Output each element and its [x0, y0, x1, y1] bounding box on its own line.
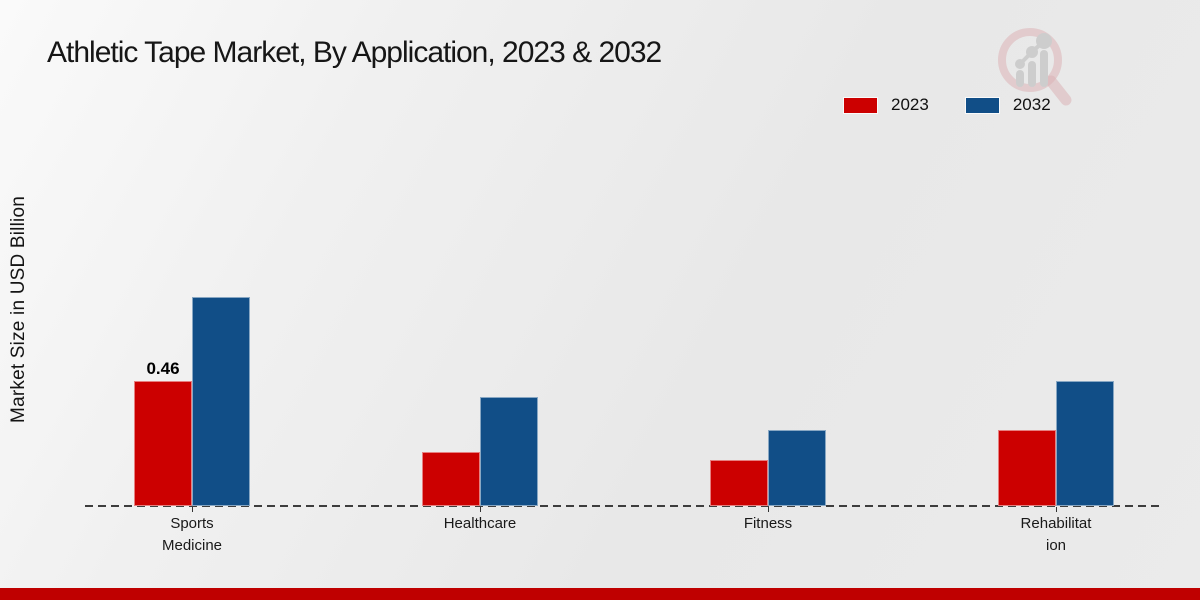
x-axis-category-label: Sports Medicine [161, 515, 223, 554]
x-axis-tick [1056, 507, 1057, 512]
y-axis-label: Market Size in USD Billion [8, 196, 29, 423]
bar-2032-sports-medicine [192, 297, 250, 506]
x-axis-category-label: Healthcare [443, 515, 517, 532]
chart-legend: 2023 2032 [843, 95, 1051, 115]
magnifier-growth-chart-logo-icon [998, 28, 1072, 106]
legend-item-2032: 2032 [964, 95, 1051, 115]
x-axis-category-label: Rehabilitat ion [1020, 515, 1092, 554]
bar-2032-fitness [768, 430, 826, 506]
bar-2023-rehabilitation [998, 430, 1056, 506]
bar-2032-healthcare [480, 397, 538, 506]
legend-label: 2023 [891, 95, 929, 114]
x-axis-category-label: Fitness [743, 515, 793, 532]
bar-2023-healthcare [422, 452, 480, 506]
x-axis-tick [480, 507, 481, 512]
legend-item-2023: 2023 [843, 95, 929, 115]
x-axis-tick [192, 507, 193, 512]
x-axis-baseline [85, 505, 1163, 507]
footer-accent-bar [0, 588, 1200, 600]
legend-swatch-2032 [964, 96, 1000, 114]
bar-2023-fitness [710, 460, 768, 506]
x-axis-tick [768, 507, 769, 512]
bar-2023-sports-medicine [134, 381, 192, 506]
bar-value-label: 0.46 [146, 359, 180, 378]
chart-title: Athletic Tape Market, By Application, 20… [47, 36, 662, 69]
bar-2032-rehabilitation [1056, 381, 1114, 506]
legend-label: 2032 [1012, 95, 1051, 114]
legend-swatch-2023 [843, 96, 878, 114]
